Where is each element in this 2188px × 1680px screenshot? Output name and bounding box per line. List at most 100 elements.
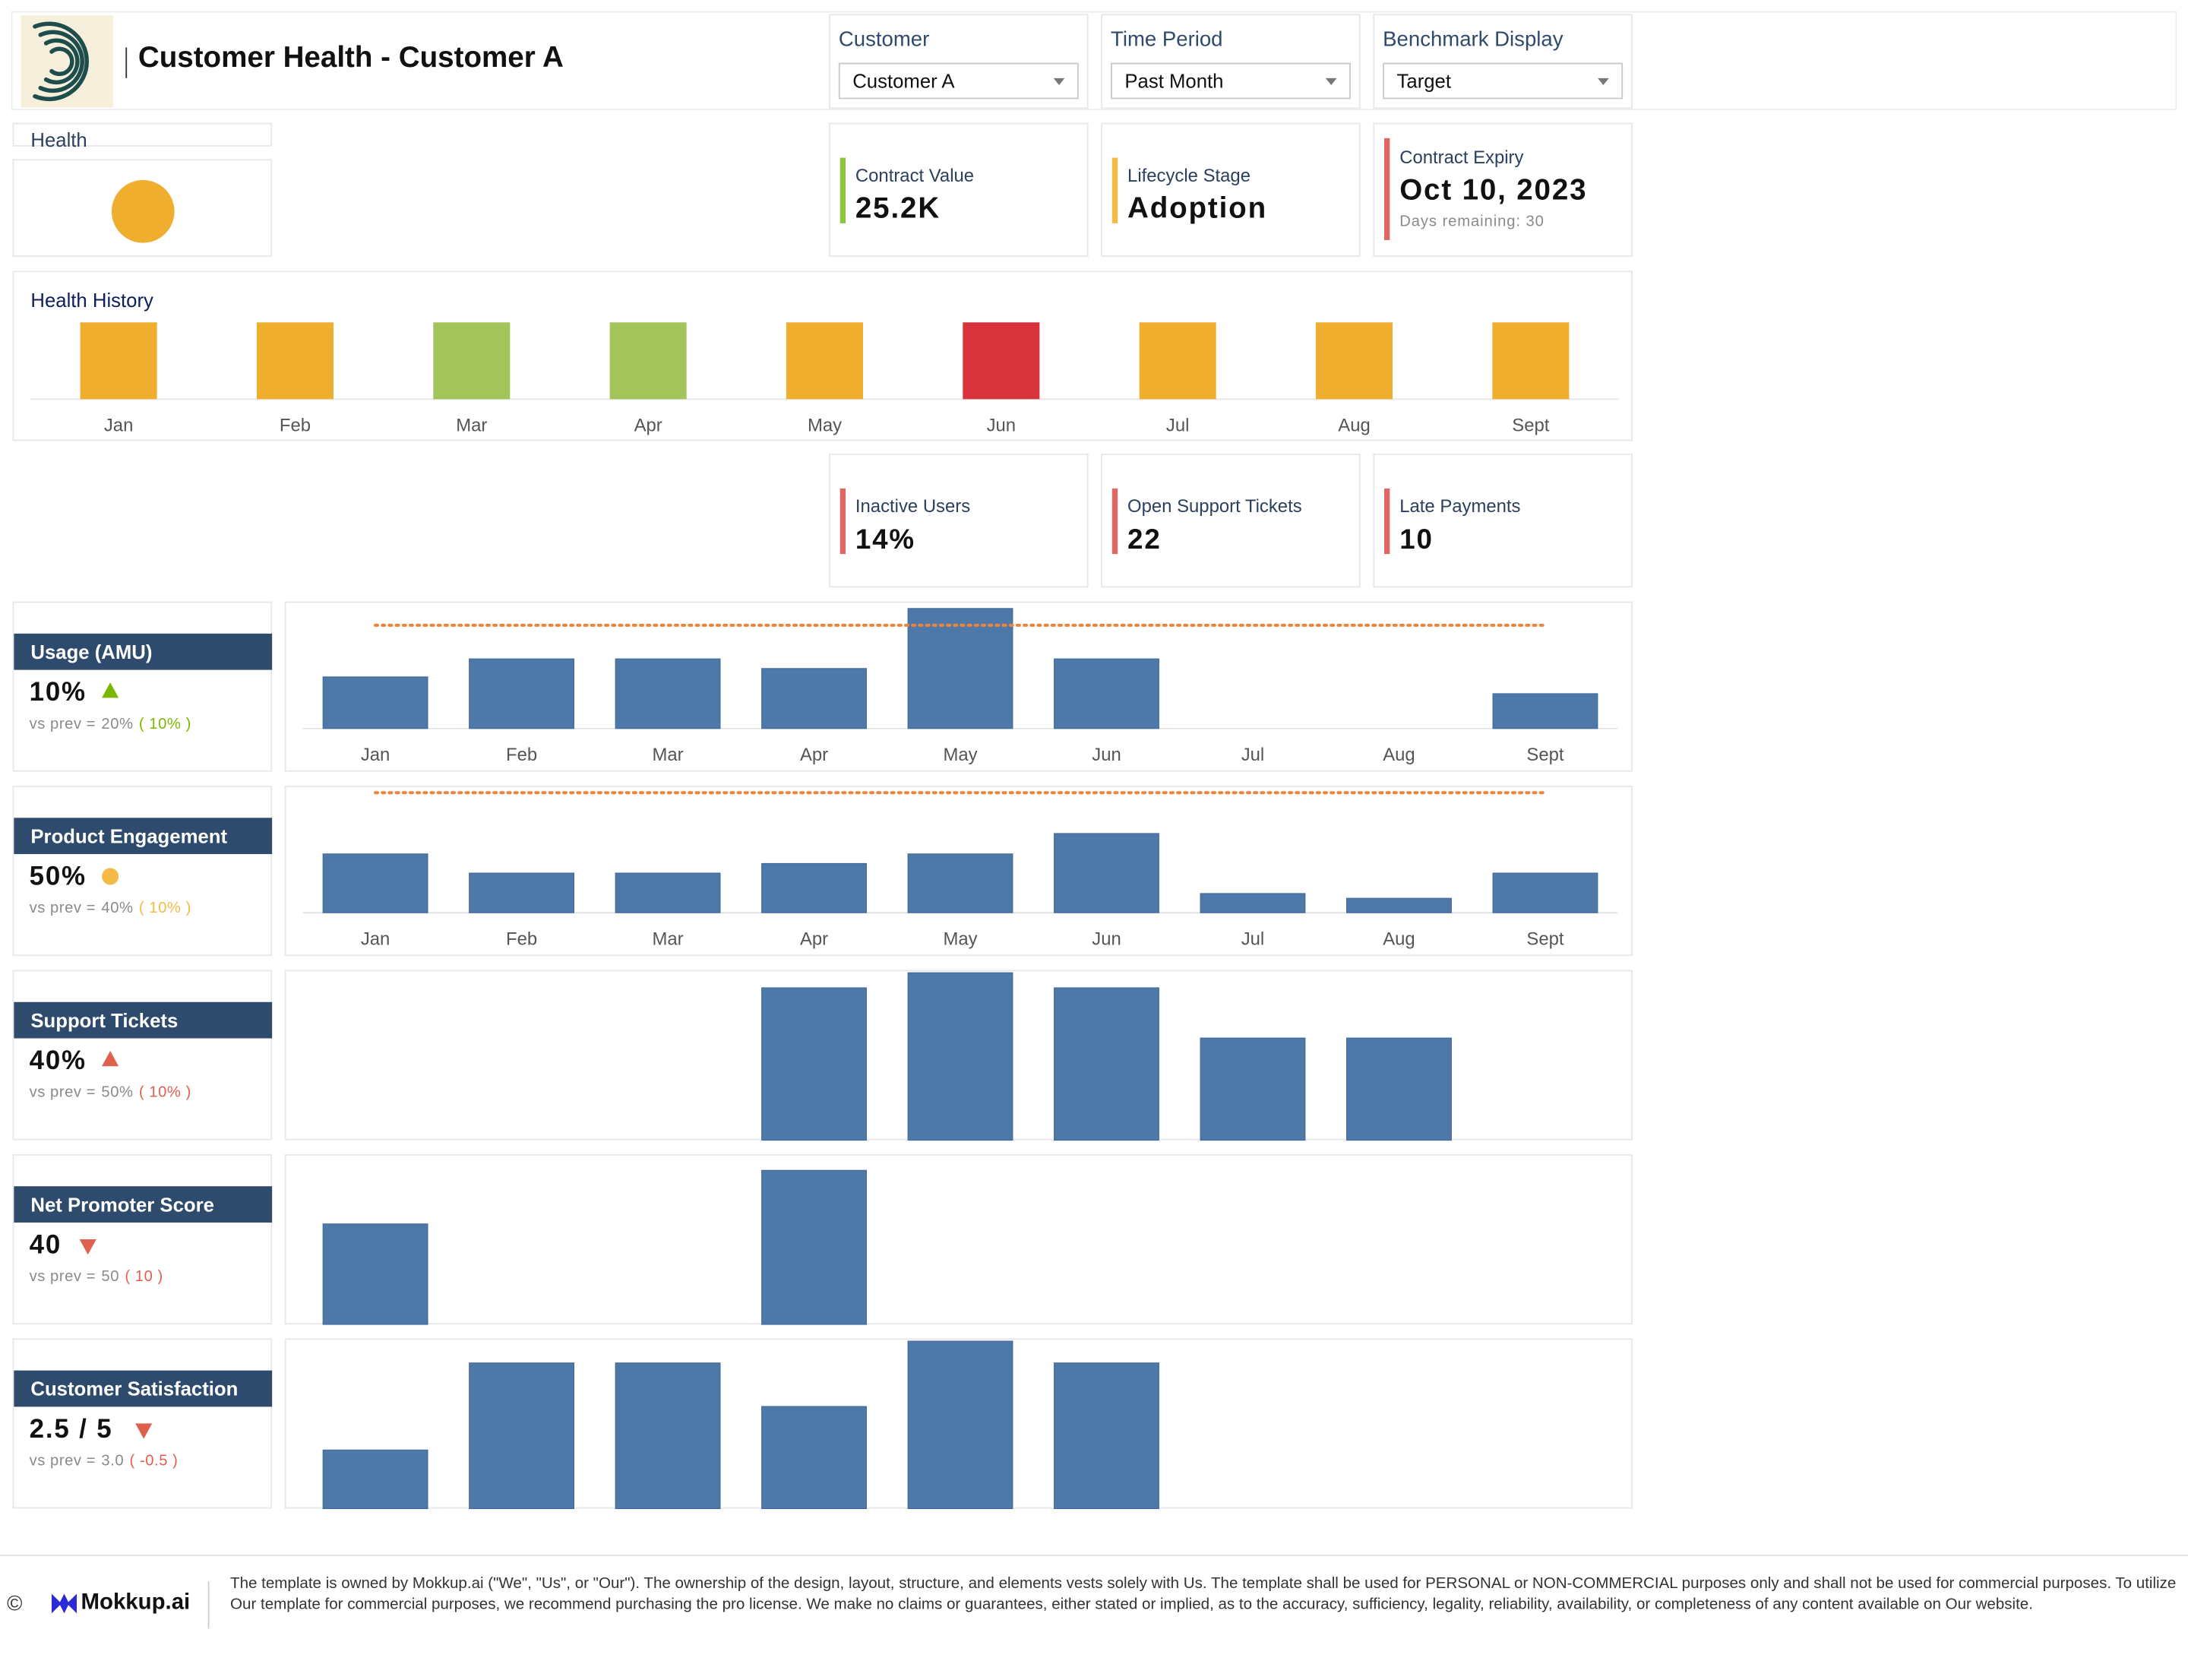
chart-bar[interactable] [761,668,867,729]
health-history-cell[interactable] [963,322,1040,400]
lifecycle-stage-card: Lifecycle Stage Adoption [1101,122,1361,257]
health-history-month-label: Mar [456,416,487,436]
chart-bar[interactable] [1346,897,1452,913]
trend-up-icon [102,682,119,698]
time-period-select-value: Past Month [1124,69,1224,93]
kpi-value: 22 [1127,524,1162,556]
metric-name: Usage (AMU) [14,633,273,670]
chart-bar[interactable] [1054,1362,1159,1510]
health-history-cell[interactable] [1316,322,1393,400]
chart-bar[interactable] [322,853,428,913]
chart-bar[interactable] [1492,872,1598,913]
chart-bar[interactable] [907,853,1013,913]
metric-summary-card: Product Engagement 50% vs prev = 40%( 10% ) [12,786,273,957]
footer-divider [0,1555,2188,1556]
chart-month-label: May [943,929,977,949]
chart-bar[interactable] [761,862,867,913]
chart-month-label: Aug [1383,929,1415,949]
chart-bar[interactable] [469,1362,574,1510]
mokkup-mark-icon [51,1593,77,1614]
title-separator [125,47,128,78]
chart-bar[interactable] [322,1223,428,1325]
chart-bar[interactable] [1200,1037,1306,1141]
kpi-label: Inactive Users [855,495,971,517]
vs-prev-value: 50 [101,1268,120,1286]
bar-chart [322,1169,867,1325]
benchmark-select[interactable]: Target [1383,62,1624,100]
metric-chart-card [284,970,1633,1141]
kpi-accent-bar [839,157,846,223]
chart-bar[interactable] [907,1340,1013,1510]
time-period-filter-label: Time Period [1111,27,1223,52]
health-history-cell[interactable] [433,322,511,400]
chart-month-label: Feb [506,745,537,765]
vs-prev-value: 3.0 [101,1453,125,1470]
chart-bar[interactable] [322,676,428,729]
mokkup-logo[interactable]: Mokkup.ai [50,1591,190,1616]
vs-prev-label: vs prev = [29,900,96,917]
health-label-card: Health [12,122,273,150]
vs-prev-label: vs prev = [29,716,96,733]
vs-prev: vs prev = 40%( 10% ) [30,900,191,917]
kpi-label: Open Support Tickets [1127,495,1302,517]
metric-value: 40% [29,1046,87,1077]
days-remaining: Days remaining: 30 [1399,214,1545,231]
customer-filter-label: Customer [838,27,930,52]
chart-bar[interactable] [907,608,1013,729]
late-payments-card: Late Payments 10 [1373,453,1633,588]
health-history-cell[interactable] [609,322,687,400]
customer-select[interactable]: Customer A [838,62,1079,100]
metric-chart-card: Jan Feb Mar Apr May Jun Jul Aug Sept [284,601,1633,772]
chart-bar[interactable] [761,1406,867,1510]
vs-prev: vs prev = 50 ( 10 ) [30,1269,163,1286]
kpi-accent-bar [839,488,846,555]
metric-chart-card [284,1338,1633,1510]
health-history-card: Health History Jan Feb Mar Apr May Jun Jul Aug S… [12,271,1633,441]
health-history-cell[interactable] [80,322,157,400]
metric-chart-card [284,1153,1633,1325]
chart-bar[interactable] [1054,658,1159,729]
health-status-dot [111,179,175,243]
chart-bar[interactable] [615,1362,721,1510]
metric-name: Product Engagement [14,818,273,855]
customer-filter: Customer Customer A [828,14,1089,109]
chevron-down-icon [1598,78,1609,86]
chart-bar[interactable] [615,872,721,913]
chart-bar[interactable] [761,1169,867,1325]
kpi-value: 10 [1399,524,1434,556]
health-history-cell[interactable] [1492,322,1570,400]
chart-bar[interactable] [322,1449,428,1510]
metric-summary-card: Support Tickets 40% vs prev = 50%( 10% ) [12,970,273,1141]
metric-summary-card: Net Promoter Score 40 vs prev = 50 ( 10 ) [12,1153,273,1325]
metric-value: 40 [29,1230,62,1261]
health-history-cell[interactable] [256,322,334,400]
time-period-select[interactable]: Past Month [1111,62,1351,100]
vs-prev: vs prev = 20%( 10% ) [30,716,191,732]
time-period-filter: Time Period Past Month [1101,14,1361,109]
chart-bar[interactable] [1200,893,1306,913]
health-history-cell[interactable] [786,322,863,400]
chart-bar[interactable] [1492,693,1598,729]
kpi-accent-bar [1384,138,1390,240]
chart-bar[interactable] [469,658,574,729]
health-history-month-label: Aug [1338,416,1370,436]
chart-bar[interactable] [907,972,1013,1141]
vs-prev-delta: ( 10% ) [138,900,191,917]
chart-bar[interactable] [615,658,721,729]
health-history-cell[interactable] [1139,322,1216,400]
chart-bar[interactable] [1346,1037,1452,1141]
kpi-value: 14% [855,524,915,556]
brand-name: Mokkup.ai [81,1590,191,1615]
chart-bar[interactable] [1054,987,1159,1141]
chart-bar[interactable] [1054,833,1159,913]
contract-expiry-card: Contract Expiry Oct 10, 2023 Days remain… [1373,122,1633,257]
chart-bar[interactable] [761,987,867,1141]
health-history-month-label: Feb [280,416,311,436]
chart-bar[interactable] [469,872,574,913]
footer-disclaimer: The template is owned by Mokkup.ai ("We"… [230,1575,2177,1614]
health-history-month-label: May [808,416,842,436]
metric-value: 2.5 / 5 [29,1415,113,1444]
benchmark-filter-label: Benchmark Display [1383,27,1564,52]
vs-prev-label: vs prev = [29,1453,96,1470]
